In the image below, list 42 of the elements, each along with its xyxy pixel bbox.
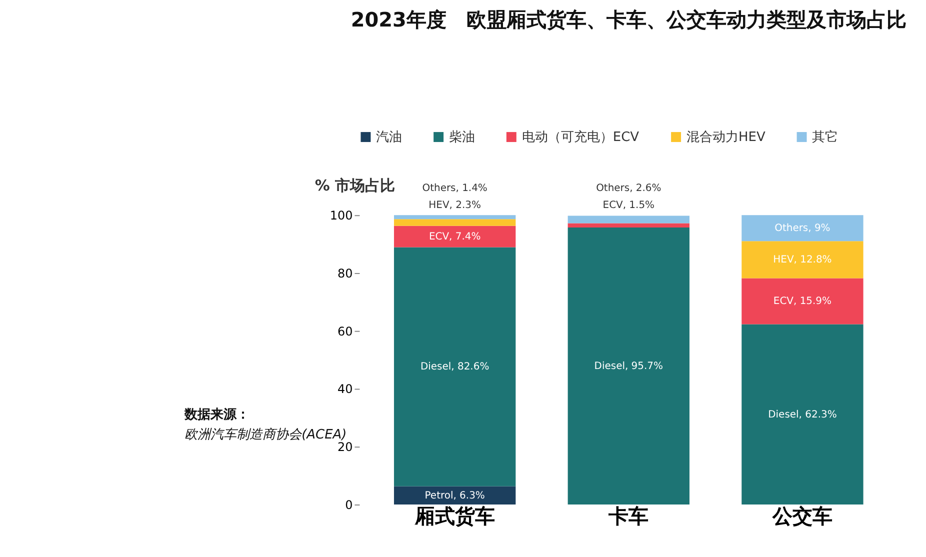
- y-tick-label: 60: [338, 324, 353, 338]
- y-tick-label: 40: [338, 382, 353, 396]
- data-label: HEV, 2.3%: [428, 200, 481, 212]
- bar: [568, 223, 690, 228]
- text: 欧洲汽车制造商协会(ACEA): [184, 428, 347, 443]
- bar: [394, 247, 516, 486]
- legend-label: 电动（可充电）ECV: [522, 130, 640, 146]
- chart-title: 2023年度 欧盟厢式货车、卡车、公交车动力类型及市场占比: [350, 8, 906, 32]
- y-tick-label: 0: [345, 498, 353, 512]
- bar: [742, 215, 864, 242]
- data-label: ECV, 1.5%: [602, 200, 655, 212]
- legend-label: 柴油: [449, 130, 476, 146]
- y-tick-label: 100: [330, 208, 353, 223]
- legend-label: 汽油: [376, 130, 402, 146]
- bar: [568, 228, 690, 504]
- bar: [742, 241, 864, 278]
- y-tick-label: 20: [338, 440, 353, 454]
- bar: [394, 226, 516, 248]
- data-label: Petrol, 6.3%: [424, 490, 485, 502]
- bar: [568, 216, 690, 224]
- data-label: HEV, 12.8%: [773, 254, 832, 266]
- bar: [742, 324, 864, 504]
- data-label: Diesel, 62.3%: [768, 409, 837, 420]
- bar: [394, 219, 516, 226]
- legend-label: 混合动力HEV: [686, 130, 766, 146]
- data-label: Diesel, 82.6%: [420, 362, 490, 373]
- x-tick-label: 卡车: [608, 504, 649, 528]
- data-label: Others, 9%: [774, 223, 830, 234]
- bar: [394, 215, 516, 220]
- x-tick-label: 公交车: [771, 504, 832, 528]
- data-label: Others, 2.6%: [596, 183, 662, 194]
- data-label: Diesel, 95.7%: [594, 361, 663, 372]
- data-label: ECV, 15.9%: [773, 296, 832, 308]
- source-note: 数据来源：: [184, 408, 250, 423]
- bar: [742, 278, 864, 324]
- y-axis-title: % 市场占比: [314, 176, 396, 195]
- bar: [394, 486, 516, 504]
- data-label: Others, 1.4%: [422, 183, 488, 194]
- data-label: ECV, 7.4%: [428, 232, 481, 243]
- legend-label: 其它: [812, 129, 838, 146]
- y-tick-label: 80: [338, 266, 353, 280]
- x-tick-label: 厢式货车: [414, 504, 495, 528]
